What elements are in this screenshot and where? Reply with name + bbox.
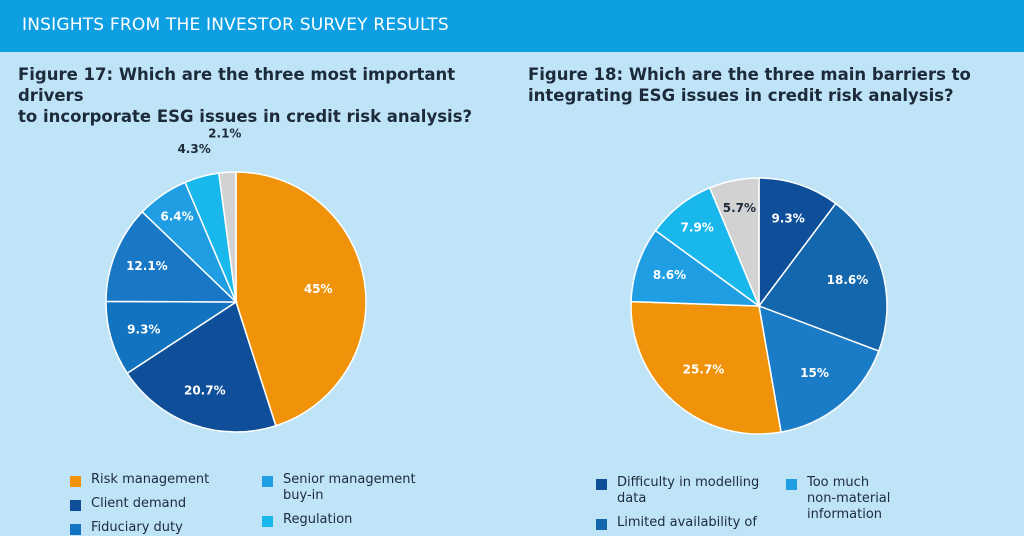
legend-label: Difficulty in modelling data: [617, 475, 767, 507]
pie-slice: [126, 300, 277, 433]
legend-label-line: Client demand: [91, 496, 187, 511]
pie-slice: [630, 229, 762, 307]
pie-slice: [105, 300, 239, 375]
slice-value-label: 7.9%: [681, 221, 714, 235]
pie-slice: [758, 177, 837, 309]
pie-slice: [708, 177, 760, 307]
legend-swatch: [70, 500, 81, 511]
legend-label-line: Too much: [807, 475, 870, 490]
figure-17-panel: Figure 17: Which are the three most impo…: [0, 52, 512, 536]
slice-value-label: 4.3%: [177, 142, 210, 156]
slice-value-label: 6.4%: [160, 209, 193, 223]
pie-slice: [630, 300, 782, 435]
figure-17-title-line-1: Figure 17: Which are the three most impo…: [18, 65, 456, 105]
legend-label: Regulation: [283, 512, 433, 528]
figure-18-title-line-2: integrating ESG issues in credit risk an…: [528, 86, 954, 105]
legend-label-line: Risk management: [91, 472, 210, 487]
pie-slice: [105, 210, 238, 303]
legend-swatch: [596, 479, 607, 490]
pie-slice: [235, 171, 367, 427]
pie-slice: [757, 202, 888, 353]
legend-swatch: [262, 476, 273, 487]
legend-label: Client demand: [91, 496, 241, 512]
legend-label: Too much non-material information: [807, 475, 957, 523]
legend-label: Limited availability of: [617, 515, 767, 531]
slice-value-label: 2.1%: [208, 126, 241, 140]
header-banner: INSIGHTS FROM THE INVESTOR SURVEY RESULT…: [0, 0, 1024, 52]
slice-value-label: 8.6%: [653, 268, 686, 282]
legend-swatch: [596, 519, 607, 530]
legend-label-line: Regulation: [283, 512, 353, 527]
legend-swatch: [262, 516, 273, 527]
slice-value-label: 25.7%: [683, 363, 725, 377]
figure-17-title: Figure 17: Which are the three most impo…: [18, 64, 498, 127]
legend-label: Senior management buy-in: [283, 472, 433, 504]
figure-17-title-line-2: to incorporate ESG issues in credit risk…: [18, 107, 473, 126]
slice-value-label: 12.1%: [126, 259, 168, 273]
figure-18-title-line-1: Figure 18: Which are the three main barr…: [528, 65, 971, 84]
slice-value-label: 9.3%: [771, 212, 804, 226]
page-title: INSIGHTS FROM THE INVESTOR SURVEY RESULT…: [22, 15, 449, 35]
slice-value-label: 15%: [800, 366, 829, 380]
legend-label-line: Fiduciary duty: [91, 520, 183, 535]
legend-label-line: Difficulty in modelling: [617, 475, 760, 490]
legend-label-line: buy-in: [283, 488, 324, 503]
legend-label-line: Limited availability of: [617, 515, 757, 530]
legend-label: Risk management: [91, 472, 241, 488]
slice-value-label: 9.3%: [127, 322, 160, 336]
figure-18-title: Figure 18: Which are the three main barr…: [528, 64, 1008, 106]
legend-swatch: [786, 479, 797, 490]
legend-label-line: information: [807, 507, 883, 522]
figure-18-pie-chart: 9.3% 18.6% 15% 25.7% 8.6% 7.9% 5.7%: [630, 177, 888, 435]
legend-swatch: [70, 476, 81, 487]
figure-18-panel: Figure 18: Which are the three main barr…: [512, 52, 1024, 536]
legend-swatch: [70, 524, 81, 535]
slice-value-label: 20.7%: [184, 383, 226, 397]
legend-label: Fiduciary duty: [91, 520, 241, 536]
slice-value-label: 5.7%: [723, 201, 756, 215]
figure-17-pie-chart: 45% 20.7% 9.3% 12.1% 6.4% 4.3% 2.1%: [105, 126, 367, 433]
legend-label-line: Senior management: [283, 472, 416, 487]
slice-value-label: 45%: [304, 282, 333, 296]
pie-slice: [218, 171, 237, 303]
pie-slice: [758, 304, 880, 433]
legend-label-line: data: [617, 491, 647, 506]
slice-value-label: 18.6%: [827, 273, 869, 287]
legend-label-line: non-material: [807, 491, 891, 506]
